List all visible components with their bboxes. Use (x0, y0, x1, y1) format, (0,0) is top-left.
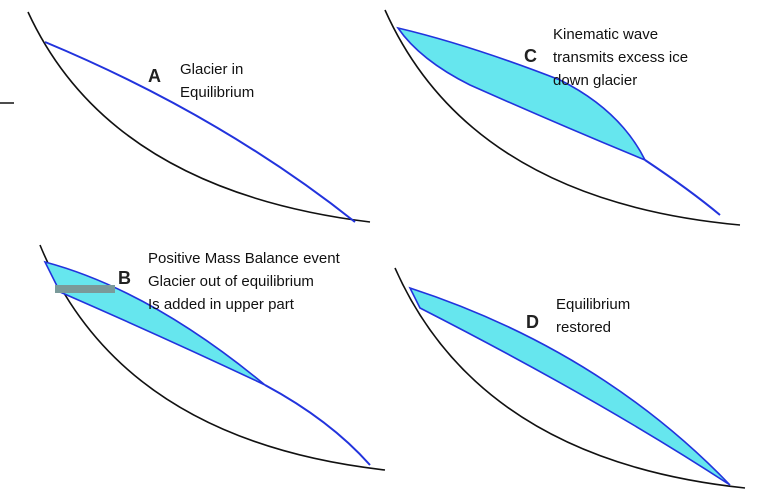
caption: Positive Mass Balance event (148, 250, 341, 267)
glacier-bed (384, 9, 741, 226)
panel-a: A Glacier in Equilibrium (0, 11, 371, 223)
panel-letter: C (524, 46, 537, 66)
panel-letter: B (118, 268, 131, 288)
mass-block (55, 285, 115, 293)
caption: Glacier in (180, 61, 243, 78)
glacier-bed (394, 267, 746, 489)
ice-band (408, 286, 731, 486)
ice-surface (44, 41, 356, 223)
glacier-bed (27, 11, 371, 223)
caption: Equilibrium (180, 84, 254, 101)
caption: Is added in upper part (148, 296, 295, 313)
ice-wedge (396, 26, 647, 162)
panel-letter: A (148, 66, 161, 86)
panel-c: C Kinematic wave transmits excess ice do… (384, 9, 741, 226)
panel-b: B Positive Mass Balance event Glacier ou… (39, 244, 386, 471)
caption: transmits excess ice (553, 49, 688, 66)
caption: Glacier out of equilibrium (148, 273, 314, 290)
caption: down glacier (553, 72, 637, 89)
caption: restored (556, 319, 611, 336)
caption: Kinematic wave (553, 26, 658, 43)
panel-d: D Equilibrium restored (394, 267, 746, 489)
panel-letter: D (526, 312, 539, 332)
ice-surface (264, 384, 371, 466)
ice-surface (644, 159, 721, 216)
caption: Equilibrium (556, 296, 630, 313)
